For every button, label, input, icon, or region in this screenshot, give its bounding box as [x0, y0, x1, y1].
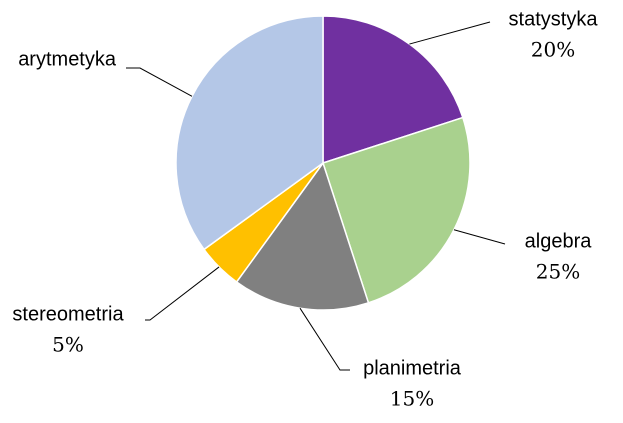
pie-slice	[322, 116, 471, 304]
value-label: 20%	[531, 38, 575, 62]
leader-line	[409, 21, 491, 45]
leader-line	[145, 266, 220, 321]
category-label: algebra	[525, 230, 593, 252]
pie-slice	[322, 15, 464, 165]
value-label: 25%	[536, 260, 580, 284]
category-label: planimetria	[363, 357, 462, 379]
value-label: 15%	[390, 387, 434, 411]
leader-line	[299, 307, 350, 371]
category-label: stereometria	[12, 303, 124, 325]
category-label: arytmetyka	[18, 48, 117, 70]
leader-line	[126, 67, 193, 97]
category-label: statystyka	[509, 8, 599, 30]
value-label: 5%	[52, 333, 84, 357]
pie-slice	[175, 15, 324, 251]
leader-line	[453, 229, 506, 245]
